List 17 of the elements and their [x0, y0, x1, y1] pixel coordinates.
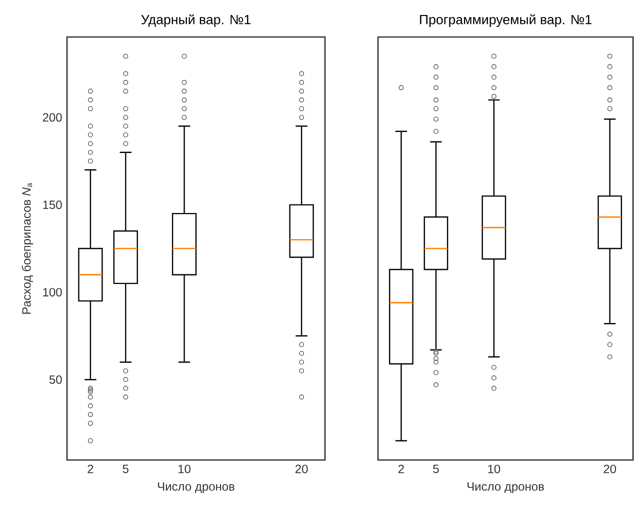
y-axis-title: Расход боеприпасов N$_{a}$	[22, 182, 34, 314]
x-tick-label: 2	[88, 464, 94, 474]
x-tick-label: 5	[433, 464, 439, 474]
x-tick-label: 20	[604, 464, 616, 474]
y-tick-label: 200	[42, 113, 62, 122]
x-tick-label: 20	[295, 464, 308, 474]
chart-title: Программируемый вар. №1	[420, 14, 592, 27]
y-tick-label: 150	[43, 200, 62, 210]
x-tick-label: 10	[488, 464, 500, 474]
x-axis-title: Число дронов	[158, 482, 234, 494]
x-tick-label: 10	[178, 464, 190, 474]
y-tick-label: 50	[49, 375, 62, 384]
chart-title: Ударный вар. №1	[141, 14, 250, 27]
x-axis-title: Число дронов	[468, 482, 544, 494]
y-tick-label: 100	[43, 288, 62, 296]
x-tick-label: 5	[122, 464, 128, 474]
x-tick-label: 2	[398, 464, 404, 474]
